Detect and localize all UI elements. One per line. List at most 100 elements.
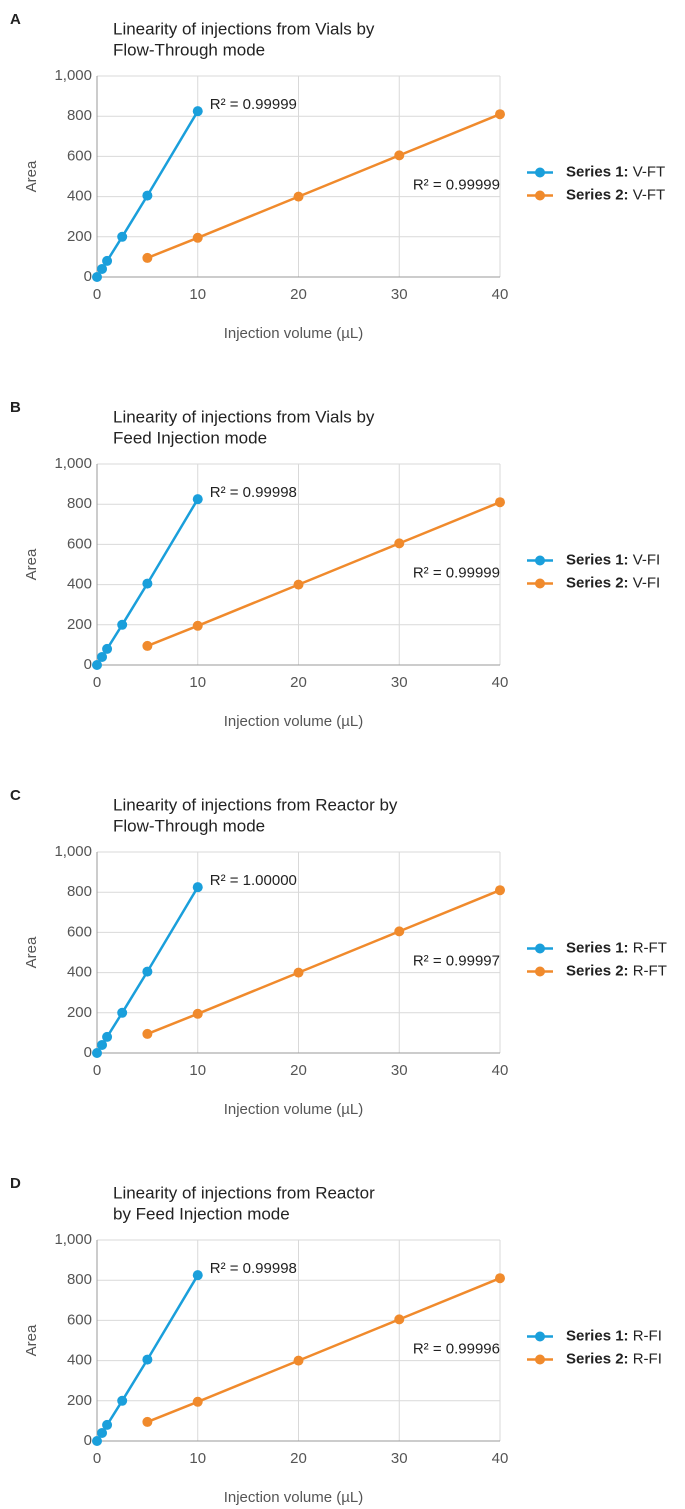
chart-panel: D Linearity of injections from Reactor by … xyxy=(10,1175,662,1506)
chart-title: Feed Injection mode xyxy=(113,428,267,447)
data-point xyxy=(394,926,405,937)
panel-letter: D xyxy=(10,1175,21,1192)
legend-label: Series 1: V-FI xyxy=(566,551,660,568)
y-tick-label: 400 xyxy=(67,188,92,205)
x-tick-label: 0 xyxy=(93,1062,101,1079)
y-tick-label: 200 xyxy=(67,1392,92,1409)
data-point xyxy=(394,538,405,549)
legend-marker xyxy=(535,966,545,977)
legend-marker xyxy=(535,1331,545,1342)
y-tick-label: 800 xyxy=(67,107,92,124)
y-tick-label: 0 xyxy=(84,1044,92,1061)
data-point xyxy=(97,651,108,662)
legend-marker xyxy=(535,1354,545,1365)
x-axis-label: Injection volume (µL) xyxy=(224,1101,364,1118)
y-axis-label: Area xyxy=(23,548,40,580)
data-point xyxy=(102,255,113,266)
data-point xyxy=(192,882,203,893)
data-point xyxy=(102,643,113,654)
chart-title: Flow-Through mode xyxy=(113,816,265,835)
x-tick-label: 20 xyxy=(290,1062,307,1079)
legend-label: Series 2: V-FI xyxy=(566,574,660,591)
panel-letter: A xyxy=(10,11,21,28)
data-point xyxy=(142,1354,153,1365)
r2-annotation: R² = 0.99996 xyxy=(413,1340,500,1357)
data-point xyxy=(102,1419,113,1430)
x-tick-label: 10 xyxy=(189,1062,206,1079)
data-point xyxy=(192,232,203,243)
r2-annotation: R² = 0.99999 xyxy=(210,96,297,113)
legend-marker xyxy=(535,190,545,201)
x-tick-label: 10 xyxy=(189,1450,206,1467)
data-point xyxy=(293,967,304,978)
y-tick-label: 0 xyxy=(84,268,92,285)
panel-letter: B xyxy=(10,399,21,416)
x-tick-label: 0 xyxy=(93,674,101,691)
data-point xyxy=(293,191,304,202)
y-tick-label: 400 xyxy=(67,964,92,981)
data-point xyxy=(495,1273,505,1284)
y-tick-label: 600 xyxy=(67,535,92,552)
y-axis-label: Area xyxy=(23,1324,40,1356)
r2-annotation: R² = 0.99999 xyxy=(413,564,500,581)
data-point xyxy=(293,579,304,590)
x-tick-label: 20 xyxy=(290,286,307,303)
y-tick-label: 600 xyxy=(67,147,92,164)
x-tick-label: 0 xyxy=(93,1450,101,1467)
r2-annotation: R² = 0.99997 xyxy=(413,952,500,969)
data-point xyxy=(142,1416,153,1427)
legend-label: Series 2: V-FT xyxy=(566,186,665,203)
y-tick-label: 600 xyxy=(67,923,92,940)
x-tick-label: 30 xyxy=(391,286,408,303)
chart-title: Flow-Through mode xyxy=(113,40,265,59)
data-point xyxy=(142,578,153,589)
x-axis-label: Injection volume (µL) xyxy=(224,1489,364,1506)
data-point xyxy=(142,1028,153,1039)
r2-annotation: R² = 0.99999 xyxy=(413,176,500,193)
x-tick-label: 30 xyxy=(391,1062,408,1079)
y-axis-label: Area xyxy=(23,936,40,968)
legend-label: Series 2: R-FI xyxy=(566,1350,662,1367)
data-point xyxy=(92,1436,102,1446)
chart-title: Linearity of injections from Vials by xyxy=(113,19,375,38)
r2-annotation: R² = 0.99998 xyxy=(210,484,297,501)
data-point xyxy=(117,231,128,242)
chart-panel: C Linearity of injections from Reactor by… xyxy=(10,787,667,1118)
y-axis-label: Area xyxy=(23,160,40,192)
y-tick-label: 800 xyxy=(67,1271,92,1288)
legend-label: Series 1: R-FT xyxy=(566,939,667,956)
chart-title: Linearity of injections from Reactor xyxy=(113,1183,375,1202)
data-point xyxy=(92,660,102,670)
legend-marker xyxy=(535,555,545,566)
chart-title: Linearity of injections from Reactor by xyxy=(113,795,398,814)
data-point xyxy=(394,150,405,161)
data-point xyxy=(142,966,153,977)
legend-marker xyxy=(535,578,545,589)
r2-annotation: R² = 0.99998 xyxy=(210,1260,297,1277)
y-tick-label: 400 xyxy=(67,1352,92,1369)
y-tick-label: 1,000 xyxy=(54,455,92,472)
data-point xyxy=(97,263,108,274)
y-tick-label: 0 xyxy=(84,1432,92,1449)
chart-panel: A Linearity of injections from Vials by Fl… xyxy=(10,11,665,342)
y-tick-label: 200 xyxy=(67,1004,92,1021)
x-tick-label: 30 xyxy=(391,1450,408,1467)
x-tick-label: 10 xyxy=(189,286,206,303)
x-tick-label: 10 xyxy=(189,674,206,691)
data-point xyxy=(142,190,153,201)
x-tick-label: 20 xyxy=(290,1450,307,1467)
legend-label: Series 1: V-FT xyxy=(566,163,665,180)
y-tick-label: 1,000 xyxy=(54,1231,92,1248)
data-point xyxy=(92,272,102,282)
data-point xyxy=(192,1270,203,1281)
r2-annotation: R² = 1.00000 xyxy=(210,872,297,889)
data-point xyxy=(97,1427,108,1438)
data-point xyxy=(495,885,505,896)
panel-letter: C xyxy=(10,787,21,804)
y-tick-label: 0 xyxy=(84,656,92,673)
data-point xyxy=(192,1396,203,1407)
data-point xyxy=(192,494,203,505)
y-tick-label: 800 xyxy=(67,495,92,512)
